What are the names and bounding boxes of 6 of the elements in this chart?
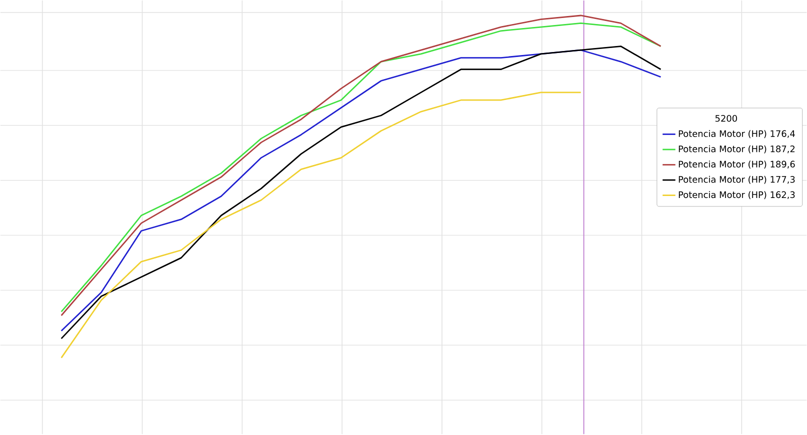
legend-label: Potencia Motor (HP) 189,6 xyxy=(678,160,795,169)
legend-label: Potencia Motor (HP) 187,2 xyxy=(678,146,795,154)
legend-label: Potencia Motor (HP) 162,3 xyxy=(678,191,795,200)
legend-label: Potencia Motor (HP) 176,4 xyxy=(678,130,795,138)
legend-title: 5200 xyxy=(715,115,737,122)
legend-label: Potencia Motor (HP) 177,3 xyxy=(678,176,795,184)
